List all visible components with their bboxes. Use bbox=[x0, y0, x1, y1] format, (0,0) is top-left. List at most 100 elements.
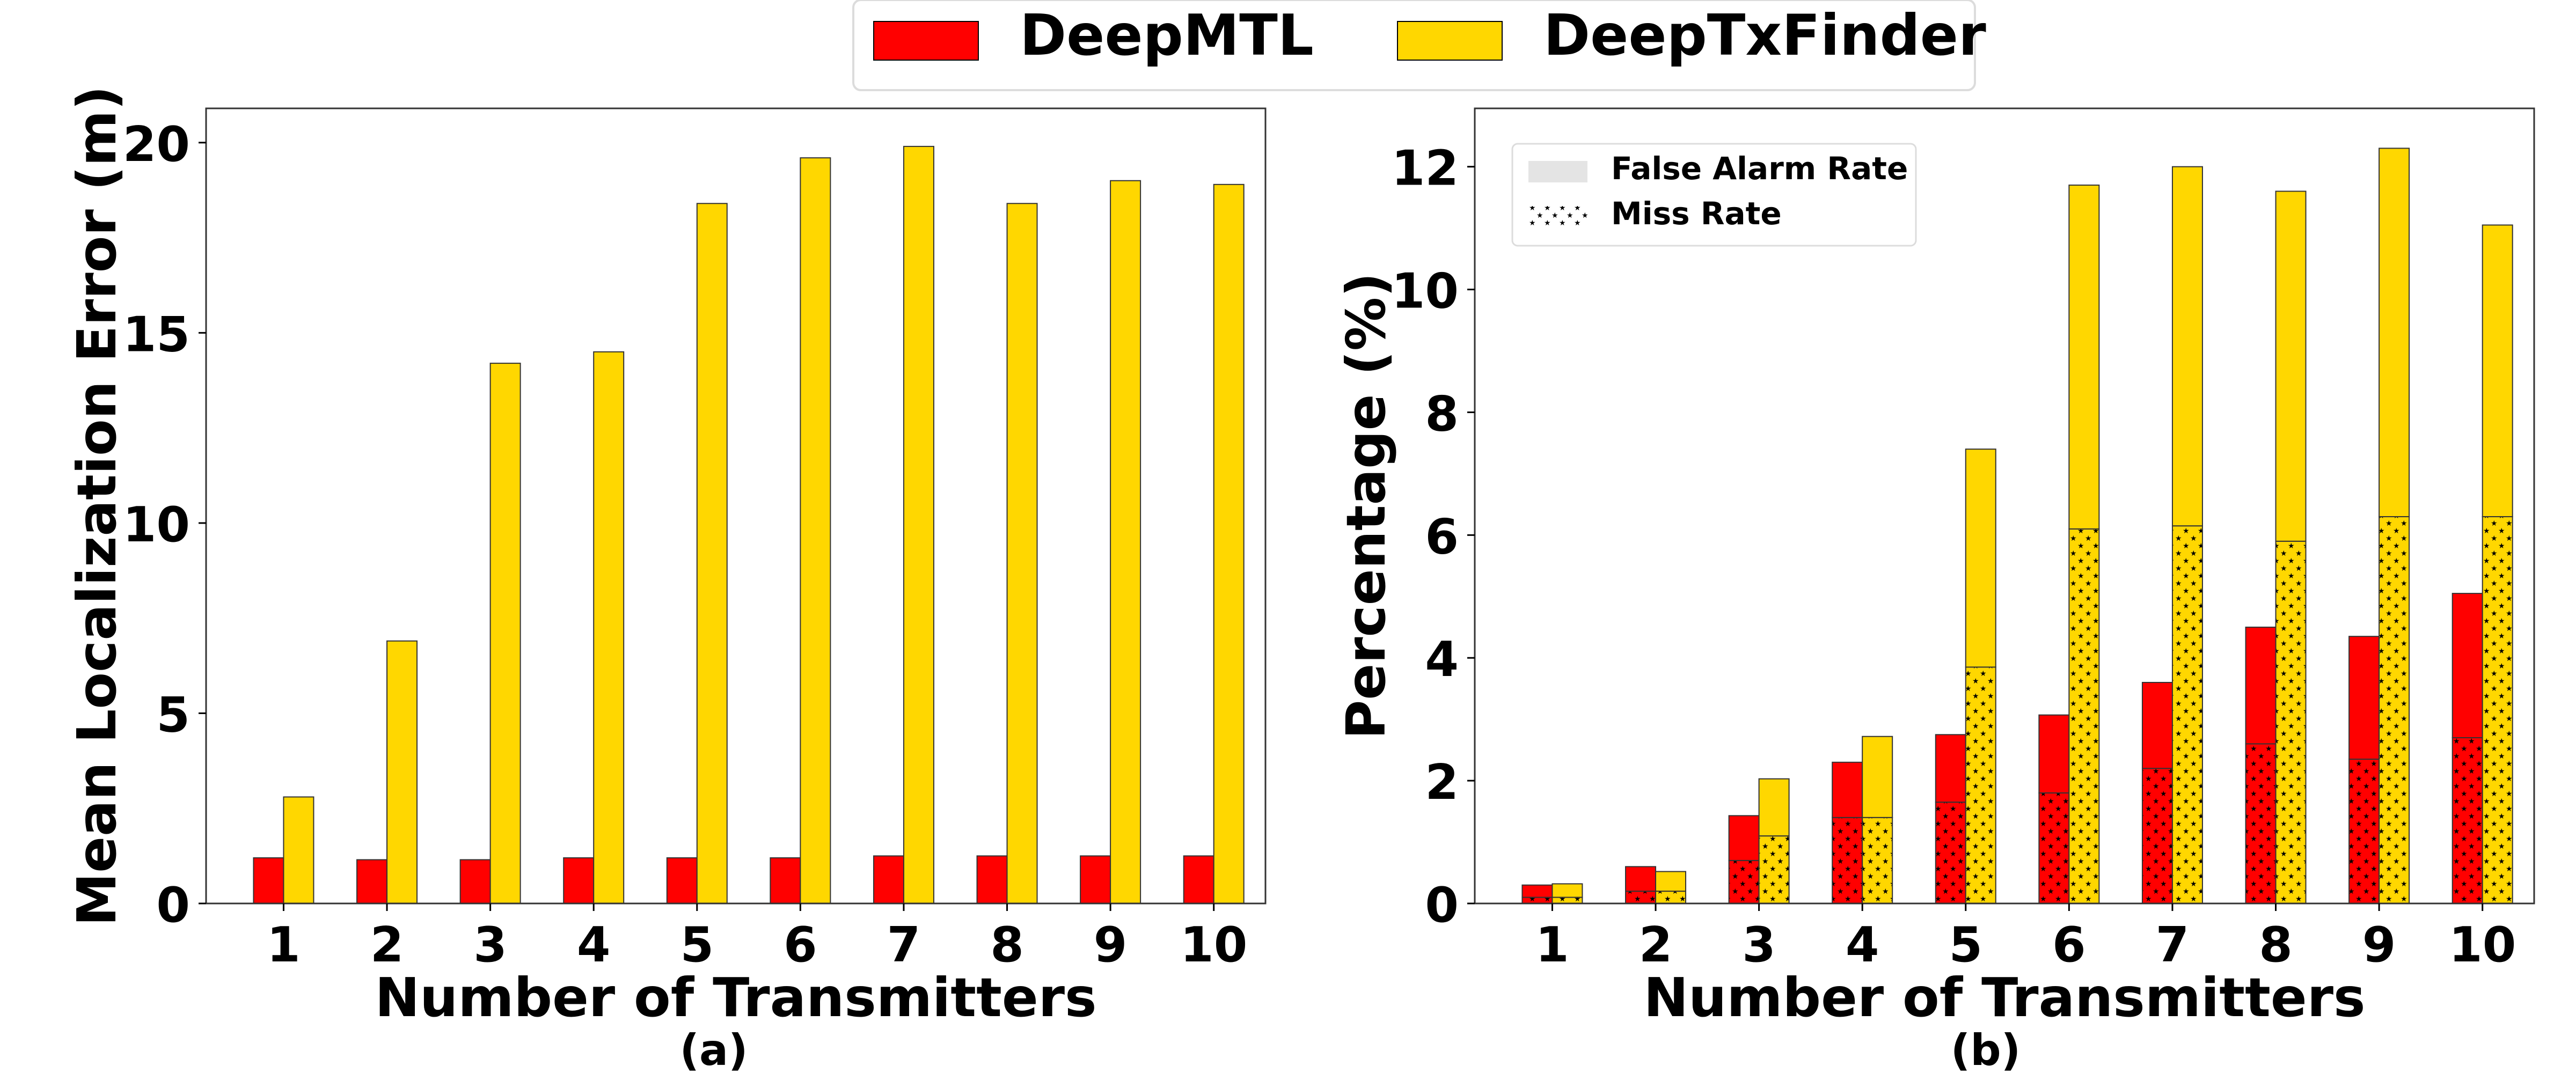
chart-a-x-tick-label: 6 bbox=[784, 917, 817, 973]
chart-b-bar-deepmtl-miss-rate-6 bbox=[2038, 792, 2070, 904]
chart-b-x-axis-label: Number of Transmitters bbox=[1643, 966, 2365, 1029]
chart-b-bar-deepmtl-false-alarm-rate-7 bbox=[2141, 682, 2173, 769]
chart-b-bar-deepmtl-false-alarm-rate-8 bbox=[2245, 627, 2277, 745]
chart-b-bar-deepmtl-miss-rate-3 bbox=[1728, 859, 1760, 904]
chart-b-y-ticks: 0 2 4 6 8 10 12 bbox=[1392, 141, 1475, 934]
chart-b-bar-deeptxfinder-false-alarm-rate-7 bbox=[2171, 166, 2203, 527]
chart-b-bar-deepmtl-false-alarm-rate-5 bbox=[1935, 734, 1966, 803]
chart-a-bar-deeptxfinder-5 bbox=[696, 203, 728, 905]
chart-b-plot bbox=[1521, 148, 2513, 905]
chart-b-x-ticks: 1 2 3 4 5 6 7 8 9 10 bbox=[1535, 903, 2516, 973]
chart-b-bar-deepmtl-miss-rate-7 bbox=[2141, 768, 2173, 905]
chart-b-bar-deeptxfinder-miss-rate-7 bbox=[2171, 525, 2203, 904]
legend-swatch-miss-rate bbox=[1528, 206, 1587, 227]
chart-b-bar-deeptxfinder-miss-rate-2 bbox=[1655, 891, 1687, 904]
chart-a-bar-deeptxfinder-1 bbox=[283, 796, 314, 905]
chart-a-y-tick-label: 15 bbox=[123, 306, 190, 363]
legend-label-deepmtl: DeepMTL bbox=[1020, 3, 1314, 68]
chart-b-bar-deeptxfinder-miss-rate-8 bbox=[2275, 540, 2307, 904]
chart-b-bar-deeptxfinder-false-alarm-rate-4 bbox=[1862, 736, 1893, 818]
chart-b-x-tick-label: 3 bbox=[1742, 917, 1776, 973]
chart-b-y-tick-label: 6 bbox=[1425, 509, 1459, 565]
chart-a-x-tick-label: 9 bbox=[1094, 917, 1128, 973]
chart-b-x-tick-label: 5 bbox=[1949, 917, 1982, 973]
chart-b-panel-label: (b) bbox=[1951, 1025, 2021, 1073]
chart-a: 0 5 10 15 20 1 2 3 4 5 6 7 8 9 10 Mean Localization E… bbox=[65, 86, 1267, 1073]
legend-label-false-alarm-rate: False Alarm Rate bbox=[1611, 150, 1908, 187]
chart-a-bar-deeptxfinder-7 bbox=[903, 145, 934, 905]
chart-b-x-tick-label: 7 bbox=[2156, 917, 2190, 973]
chart-b-x-tick-label: 2 bbox=[1639, 917, 1673, 973]
chart-a-y-tick-label: 5 bbox=[156, 687, 190, 743]
chart-a-x-tick-label: 3 bbox=[473, 917, 507, 973]
chart-b-bar-deeptxfinder-false-alarm-rate-8 bbox=[2275, 190, 2307, 542]
chart-b-bar-deeptxfinder-false-alarm-rate-5 bbox=[1965, 449, 1996, 668]
chart-a-bar-deeptxfinder-10 bbox=[1213, 183, 1245, 904]
chart-b-bar-deeptxfinder-miss-rate-5 bbox=[1965, 666, 1996, 904]
chart-b-bar-deepmtl-false-alarm-rate-2 bbox=[1625, 866, 1657, 892]
chart-a-bar-deeptxfinder-4 bbox=[593, 351, 625, 904]
chart-b-bar-deepmtl-miss-rate-1 bbox=[1521, 896, 1553, 905]
chart-a-y-tick-label: 0 bbox=[156, 877, 190, 934]
chart-a-x-tick-label: 7 bbox=[887, 917, 921, 973]
chart-b-pattern-legend: False Alarm Rate Miss Rate bbox=[1511, 143, 1917, 247]
chart-a-bar-deeptxfinder-8 bbox=[1006, 203, 1038, 905]
chart-b-y-tick-label: 2 bbox=[1425, 754, 1459, 811]
legend-label-deeptxfinder: DeepTxFinder bbox=[1543, 3, 1986, 68]
chart-b-bar-deeptxfinder-false-alarm-rate-9 bbox=[2379, 148, 2410, 518]
chart-a-y-tick-label: 10 bbox=[123, 497, 190, 553]
chart-a-bar-deeptxfinder-9 bbox=[1110, 180, 1141, 904]
chart-b-y-tick-label: 10 bbox=[1392, 263, 1459, 320]
chart-b-bar-deepmtl-miss-rate-5 bbox=[1935, 802, 1966, 904]
chart-b-bar-deeptxfinder-miss-rate-6 bbox=[2068, 528, 2100, 904]
chart-b-x-tick-label: 10 bbox=[2449, 917, 2516, 973]
chart-b-bar-deepmtl-false-alarm-rate-9 bbox=[2348, 636, 2380, 760]
chart-b-bar-deeptxfinder-miss-rate-1 bbox=[1552, 896, 1583, 905]
chart-a-bar-deepmtl-1 bbox=[253, 857, 284, 904]
chart-a-bar-deepmtl-2 bbox=[356, 859, 388, 905]
chart-b-bar-deepmtl-miss-rate-10 bbox=[2451, 737, 2483, 904]
chart-b-x-tick-label: 4 bbox=[1846, 917, 1879, 973]
chart-a-bar-deepmtl-7 bbox=[873, 855, 904, 905]
chart-a-y-axis-label: Mean Localization Error (m) bbox=[65, 86, 128, 926]
chart-b-bar-deeptxfinder-miss-rate-4 bbox=[1862, 817, 1893, 905]
chart-a-bar-deeptxfinder-6 bbox=[800, 157, 831, 905]
chart-b-bar-deeptxfinder-false-alarm-rate-10 bbox=[2482, 224, 2513, 518]
chart-b-bar-deepmtl-false-alarm-rate-10 bbox=[2451, 593, 2483, 739]
chart-a-panel-label: (a) bbox=[679, 1025, 748, 1073]
chart-a-y-tick-label: 20 bbox=[123, 116, 190, 173]
chart-a-frame bbox=[205, 107, 1267, 905]
chart-a-x-ticks: 1 2 3 4 5 6 7 8 9 10 bbox=[267, 903, 1247, 973]
chart-b-y-tick-label: 4 bbox=[1425, 631, 1459, 688]
chart-b-x-tick-label: 9 bbox=[2362, 917, 2396, 973]
chart-a-x-tick-label: 1 bbox=[267, 917, 301, 973]
chart-a-bar-deeptxfinder-2 bbox=[386, 640, 418, 905]
chart-b-bar-deeptxfinder-false-alarm-rate-6 bbox=[2068, 185, 2100, 530]
chart-b-x-tick-label: 6 bbox=[2052, 917, 2086, 973]
chart-b-x-tick-label: 8 bbox=[2259, 917, 2293, 973]
chart-a-bar-deepmtl-9 bbox=[1080, 855, 1111, 905]
legend-swatch-false-alarm-rate bbox=[1528, 161, 1587, 182]
chart-b-y-tick-label: 12 bbox=[1392, 141, 1459, 197]
chart-b-bar-deepmtl-false-alarm-rate-1 bbox=[1521, 884, 1553, 898]
chart-a-bar-deeptxfinder-3 bbox=[489, 363, 521, 904]
chart-b-bar-deepmtl-false-alarm-rate-3 bbox=[1728, 815, 1760, 861]
chart-a-x-tick-label: 5 bbox=[680, 917, 714, 973]
chart-a-x-tick-label: 10 bbox=[1180, 917, 1247, 973]
chart-b-bar-deepmtl-miss-rate-4 bbox=[1832, 817, 1863, 905]
chart-b-bar-deeptxfinder-false-alarm-rate-1 bbox=[1552, 883, 1583, 898]
chart-b-bar-deeptxfinder-miss-rate-9 bbox=[2379, 516, 2410, 904]
chart-a-bar-deepmtl-6 bbox=[770, 857, 801, 904]
chart-a-bar-deepmtl-8 bbox=[976, 855, 1008, 905]
chart-a-bar-deepmtl-3 bbox=[459, 859, 491, 905]
chart-a-y-ticks: 0 5 10 15 20 bbox=[123, 116, 206, 934]
chart-b-bar-deepmtl-false-alarm-rate-4 bbox=[1832, 761, 1863, 818]
chart-a-bar-deepmtl-10 bbox=[1183, 855, 1214, 905]
legend-swatch-deeptxfinder bbox=[1397, 21, 1503, 61]
chart-b-y-tick-label: 8 bbox=[1425, 386, 1459, 442]
chart-a-bar-deepmtl-5 bbox=[666, 857, 698, 904]
series-legend: DeepMTL DeepTxFinder bbox=[852, 0, 1986, 91]
chart-b-bar-deeptxfinder-false-alarm-rate-2 bbox=[1655, 871, 1687, 892]
